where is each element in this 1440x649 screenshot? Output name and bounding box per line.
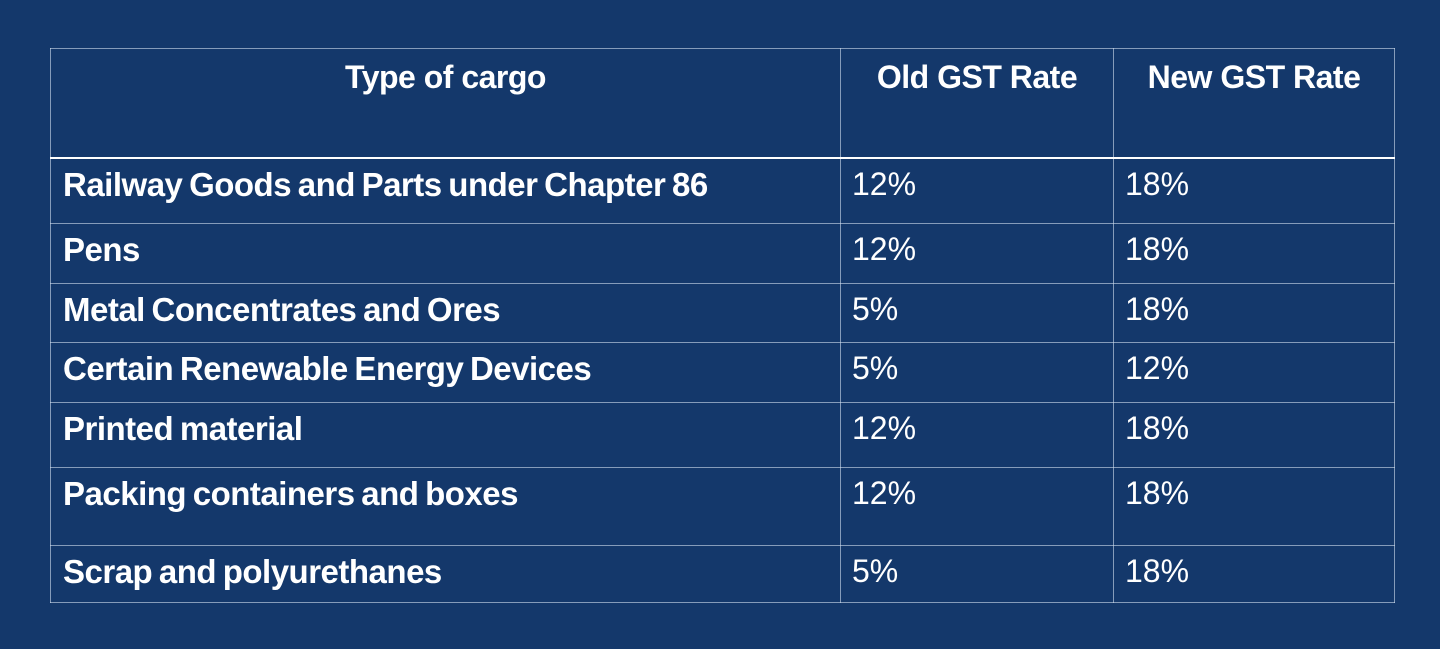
table-row: Railway Goods and Parts under Chapter 86… [50,157,1395,224]
cargo-cell: Metal Concentrates and Ores [50,283,841,343]
cargo-cell: Certain Renewable Energy Devices [50,342,841,403]
new-gst-cell: 18% [1113,223,1395,284]
gst-rate-table: Type of cargo Old GST Rate New GST Rate … [50,48,1395,603]
cargo-cell: Scrap and polyurethanes [50,545,841,603]
cargo-cell: Pens [50,223,841,284]
old-gst-cell: 5% [840,545,1114,603]
new-gst-cell: 18% [1113,402,1395,468]
old-gst-cell: 5% [840,342,1114,403]
column-header-old-gst-rate: Old GST Rate [840,48,1114,159]
new-gst-cell: 18% [1113,157,1395,224]
table-row: Packing containers and boxes 12% 18% [50,467,1395,546]
column-header-type-of-cargo: Type of cargo [50,48,841,159]
new-gst-cell: 18% [1113,545,1395,603]
old-gst-cell: 5% [840,283,1114,343]
old-gst-cell: 12% [840,467,1114,546]
old-gst-cell: 12% [840,223,1114,284]
old-gst-cell: 12% [840,157,1114,224]
cargo-cell: Packing containers and boxes [50,467,841,546]
column-header-new-gst-rate: New GST Rate [1113,48,1395,159]
cargo-cell: Printed material [50,402,841,468]
table-header-row: Type of cargo Old GST Rate New GST Rate [50,48,1395,159]
new-gst-cell: 12% [1113,342,1395,403]
table-row: Pens 12% 18% [50,223,1395,284]
new-gst-cell: 18% [1113,283,1395,343]
cargo-cell: Railway Goods and Parts under Chapter 86 [50,157,841,224]
old-gst-cell: 12% [840,402,1114,468]
new-gst-cell: 18% [1113,467,1395,546]
table-row: Metal Concentrates and Ores 5% 18% [50,283,1395,343]
table-row: Certain Renewable Energy Devices 5% 12% [50,342,1395,403]
table-row: Scrap and polyurethanes 5% 18% [50,545,1395,603]
table-row: Printed material 12% 18% [50,402,1395,468]
